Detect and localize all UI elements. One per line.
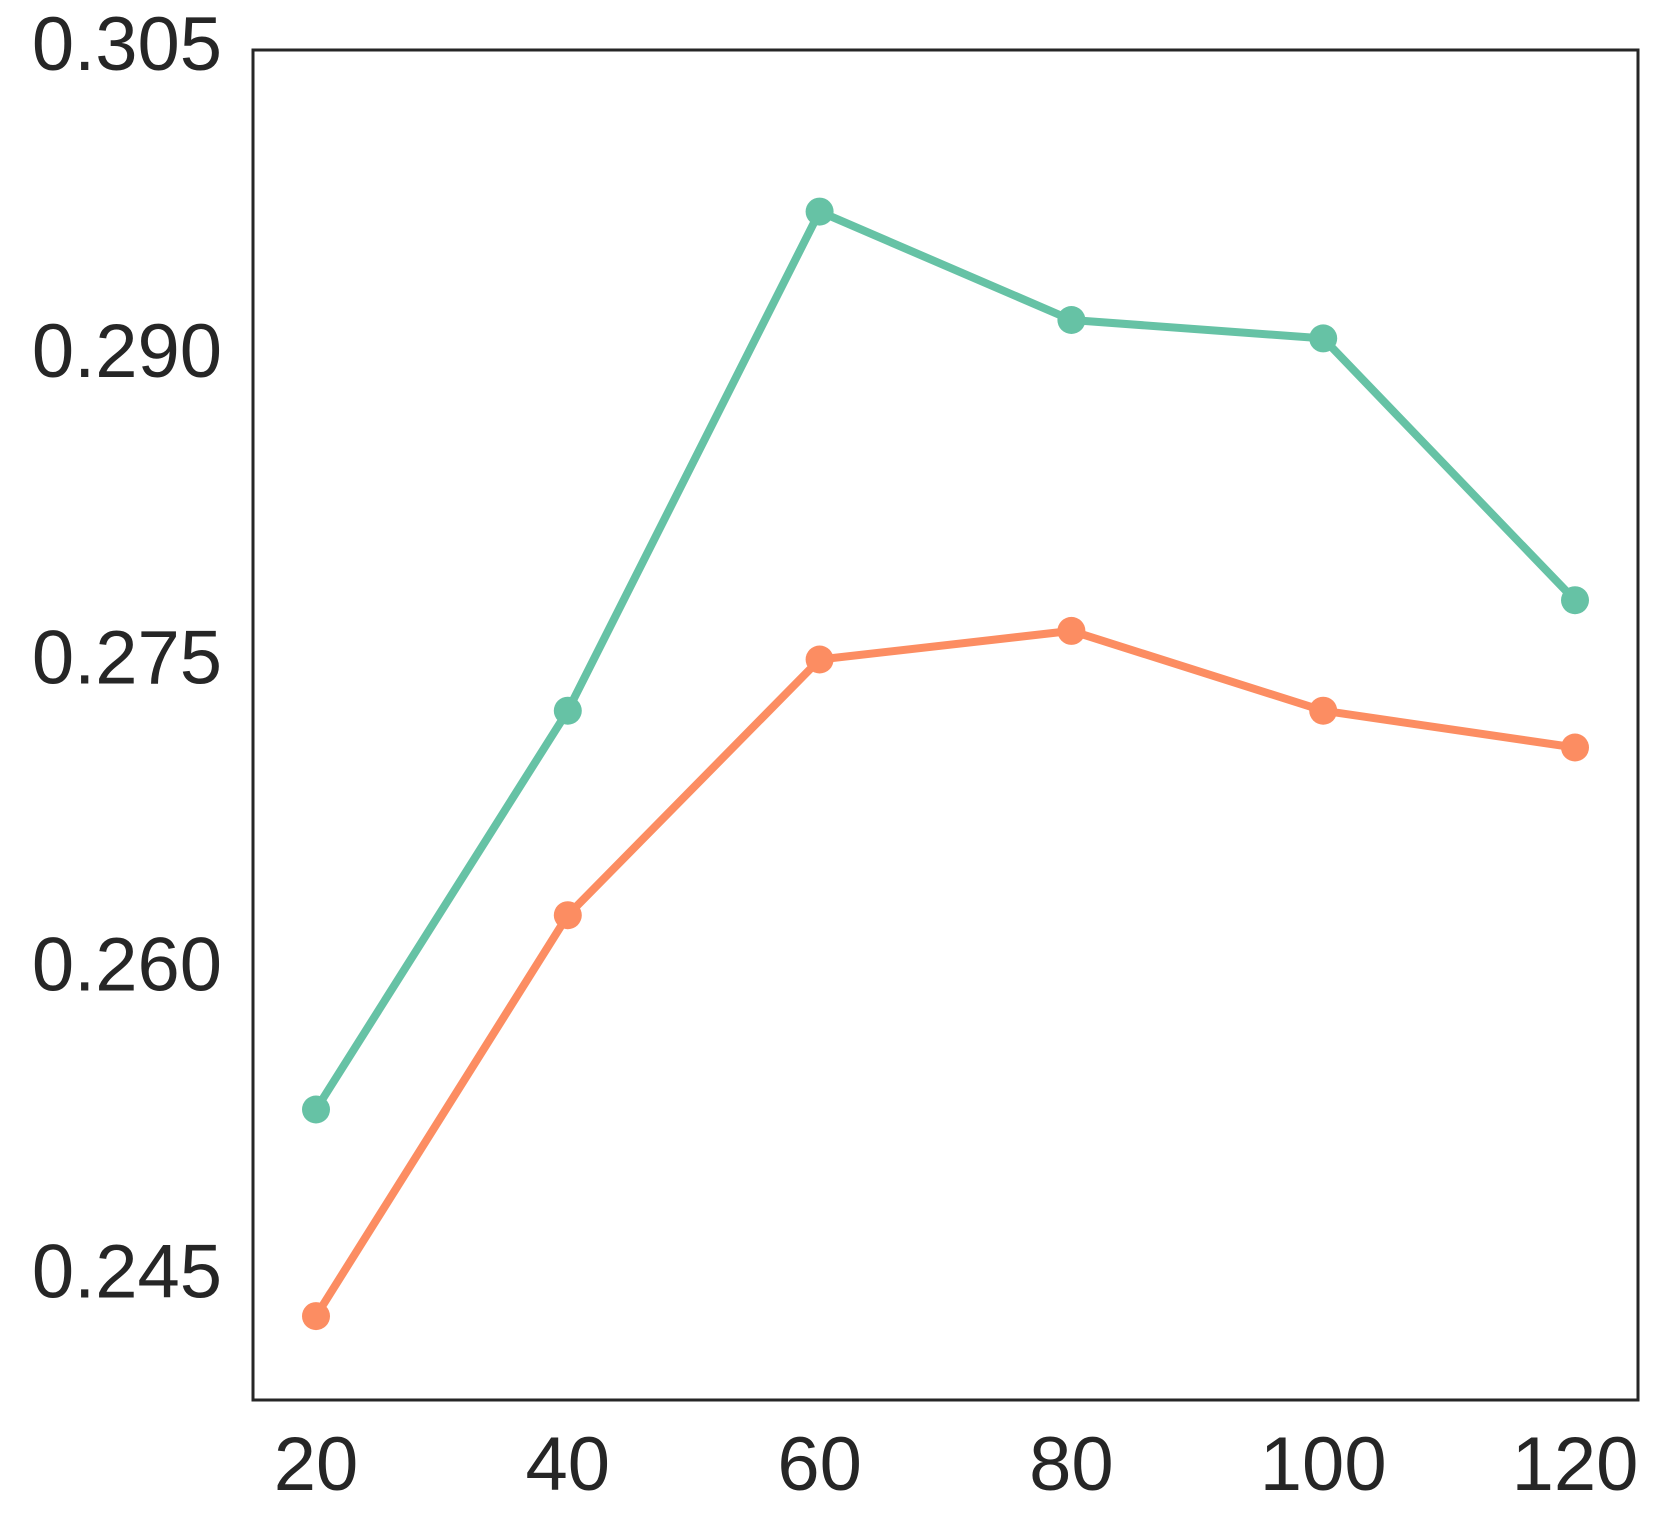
series-1-point — [805, 197, 834, 226]
x-tick-label: 100 — [1260, 1422, 1387, 1507]
y-tick-label: 0.290 — [32, 309, 222, 394]
y-tick-label: 0.275 — [32, 616, 222, 701]
y-tick-label: 0.260 — [32, 923, 222, 1008]
series-1-point — [1561, 586, 1589, 615]
x-tick-label: 40 — [526, 1422, 611, 1507]
series-1-point — [553, 696, 582, 725]
series-2-point — [302, 1302, 330, 1331]
series-1-point — [302, 1095, 330, 1124]
y-tick-label: 0.305 — [32, 2, 222, 87]
y-tick-label: 0.245 — [32, 1229, 222, 1314]
series-1-point — [1309, 324, 1338, 353]
series-2-point — [1561, 733, 1589, 762]
series-1-point — [1057, 306, 1086, 334]
y-axis-ticks: 0.245 0.260 0.275 0.290 0.305 — [32, 2, 222, 1314]
x-tick-label: 80 — [1029, 1422, 1114, 1507]
plot-frame — [251, 48, 1640, 1402]
series-2-point — [805, 645, 834, 674]
series-layer — [302, 197, 1589, 1331]
series-2-point — [1309, 696, 1338, 725]
series-1-line — [312, 207, 1579, 1114]
series-2-line — [312, 626, 1579, 1321]
x-tick-label: 120 — [1512, 1422, 1639, 1507]
series-2-point — [1057, 616, 1086, 645]
x-axis-ticks: 20 40 60 80 100 120 — [274, 1422, 1639, 1507]
x-tick-label: 60 — [777, 1422, 862, 1507]
series-2-point — [553, 901, 582, 930]
x-tick-label: 20 — [274, 1422, 359, 1507]
